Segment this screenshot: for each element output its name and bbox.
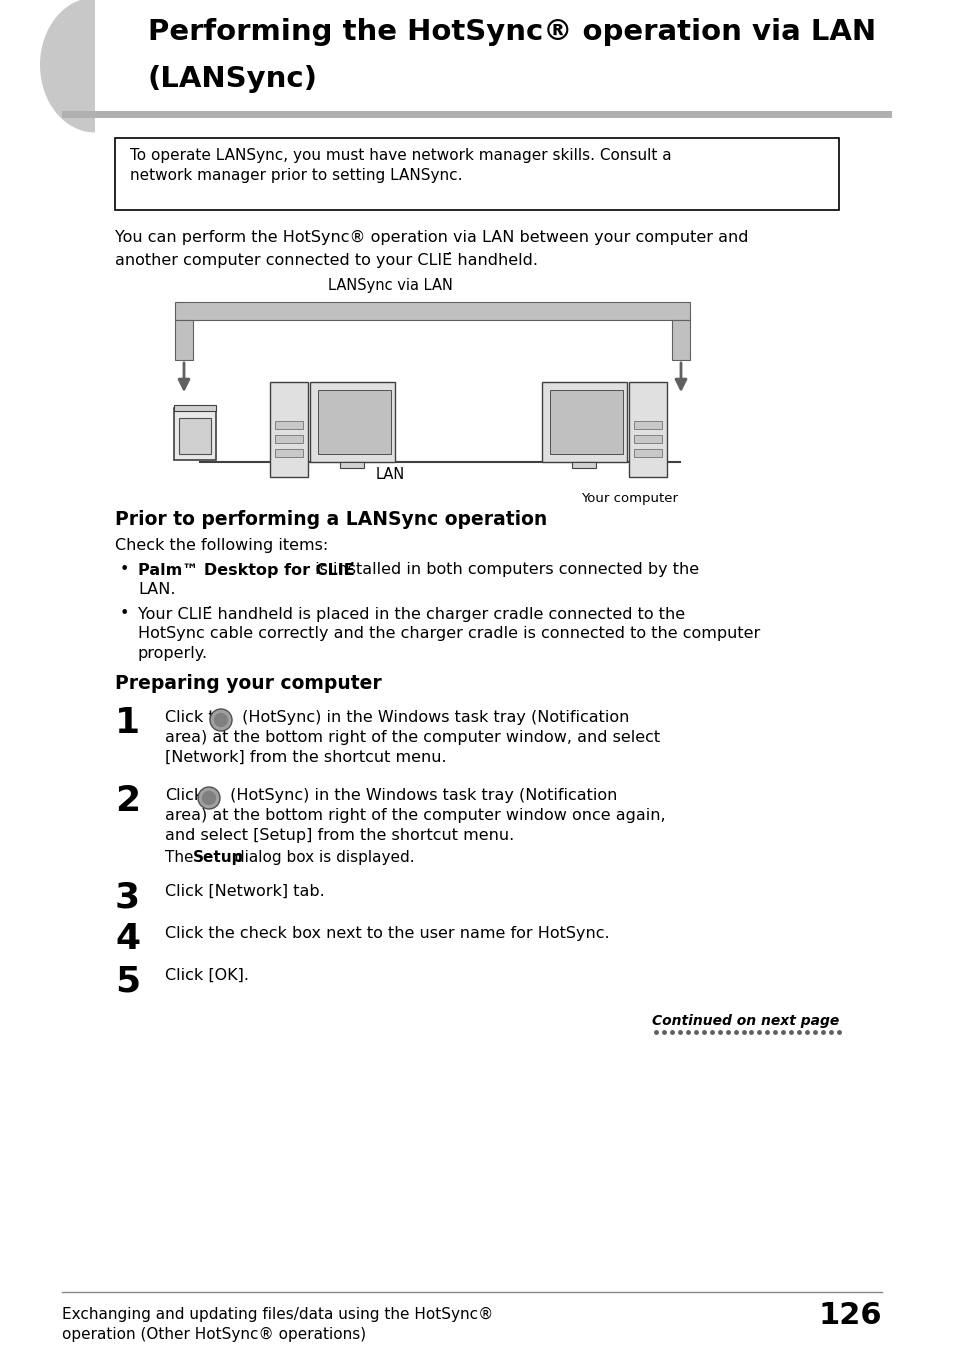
Circle shape: [198, 787, 220, 808]
Text: •: •: [120, 606, 130, 621]
Text: Your computer: Your computer: [581, 492, 678, 506]
Ellipse shape: [40, 0, 150, 132]
Text: 2: 2: [115, 784, 140, 818]
Bar: [274, 449, 303, 457]
Bar: [62, 111, 891, 118]
Text: LAN: LAN: [375, 466, 404, 483]
Bar: [174, 320, 193, 360]
Bar: [634, 449, 661, 457]
Text: Click: Click: [165, 788, 203, 803]
Text: Click [Network] tab.: Click [Network] tab.: [165, 884, 324, 899]
Bar: [634, 420, 661, 429]
Text: Preparing your computer: Preparing your computer: [115, 675, 381, 694]
Text: 5: 5: [115, 964, 140, 998]
Text: To operate LANSync, you must have network manager skills. Consult a: To operate LANSync, you must have networ…: [130, 147, 671, 164]
Text: operation (Other HotSync® operations): operation (Other HotSync® operations): [62, 1328, 366, 1343]
Bar: [173, 406, 215, 411]
Text: 3: 3: [115, 880, 140, 914]
Text: 4: 4: [115, 922, 140, 956]
Text: LANSync via LAN: LANSync via LAN: [327, 279, 452, 293]
Text: (LANSync): (LANSync): [148, 65, 317, 93]
Bar: [310, 383, 395, 462]
Text: HotSync cable correctly and the charger cradle is connected to the computer: HotSync cable correctly and the charger …: [138, 626, 760, 641]
Text: (HotSync) in the Windows task tray (Notification: (HotSync) in the Windows task tray (Noti…: [236, 710, 629, 725]
Text: area) at the bottom right of the computer window once again,: area) at the bottom right of the compute…: [165, 808, 665, 823]
Text: (HotSync) in the Windows task tray (Notification: (HotSync) in the Windows task tray (Noti…: [225, 788, 617, 803]
Text: Click [OK].: Click [OK].: [165, 968, 249, 983]
Circle shape: [202, 791, 216, 806]
Bar: [572, 462, 596, 468]
Bar: [541, 383, 626, 462]
Bar: [274, 420, 303, 429]
Text: Palm™ Desktop for CLIÉ: Palm™ Desktop for CLIÉ: [138, 562, 355, 579]
Bar: [115, 138, 838, 210]
Text: area) at the bottom right of the computer window, and select: area) at the bottom right of the compute…: [165, 730, 659, 745]
Text: Your CLIÉ handheld is placed in the charger cradle connected to the: Your CLIÉ handheld is placed in the cha…: [138, 606, 684, 622]
Bar: [173, 408, 215, 460]
Text: Click the check box next to the user name for HotSync.: Click the check box next to the user nam…: [165, 926, 609, 941]
Circle shape: [213, 713, 228, 727]
Text: properly.: properly.: [138, 646, 208, 661]
Text: another computer connected to your CLIÉ handheld.: another computer connected to your CLIÉ…: [115, 251, 537, 268]
Bar: [339, 462, 364, 468]
Text: Performing the HotSync® operation via LAN: Performing the HotSync® operation via LA…: [148, 18, 875, 46]
Text: Check the following items:: Check the following items:: [115, 538, 328, 553]
Text: dialog box is displayed.: dialog box is displayed.: [230, 850, 415, 865]
Polygon shape: [550, 389, 622, 454]
Bar: [628, 383, 666, 477]
Text: You can perform the HotSync® operation via LAN between your computer and: You can perform the HotSync® operation v…: [115, 230, 748, 245]
Text: and select [Setup] from the shortcut menu.: and select [Setup] from the shortcut men…: [165, 827, 514, 844]
Text: Continued on next page: Continued on next page: [651, 1014, 838, 1028]
Text: is installed in both computers connected by the: is installed in both computers connected…: [310, 562, 699, 577]
Text: 126: 126: [818, 1301, 882, 1329]
Bar: [179, 418, 211, 454]
Text: •: •: [120, 562, 130, 577]
Bar: [270, 383, 308, 477]
Text: The: The: [165, 850, 198, 865]
Text: Click t: Click t: [165, 710, 214, 725]
Text: Exchanging and updating files/data using the HotSync®: Exchanging and updating files/data using…: [62, 1307, 493, 1322]
Bar: [634, 435, 661, 443]
Circle shape: [210, 708, 232, 731]
Bar: [671, 320, 689, 360]
Text: Prior to performing a LANSync operation: Prior to performing a LANSync operation: [115, 510, 547, 529]
Text: network manager prior to setting LANSync.: network manager prior to setting LANSync…: [130, 168, 462, 183]
Text: [Network] from the shortcut menu.: [Network] from the shortcut menu.: [165, 750, 446, 765]
Bar: [274, 435, 303, 443]
Polygon shape: [317, 389, 391, 454]
Bar: [95, 0, 595, 135]
Text: 1: 1: [115, 706, 140, 740]
Text: LAN.: LAN.: [138, 581, 175, 598]
Bar: [174, 301, 689, 320]
Text: Setup: Setup: [193, 850, 243, 865]
